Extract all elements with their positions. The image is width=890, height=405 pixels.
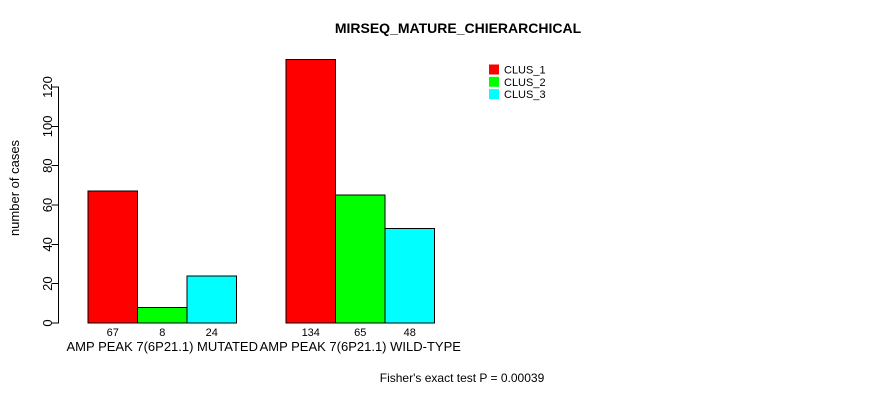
y-axis-label: number of cases: [7, 139, 22, 236]
legend-label-clus_3: CLUS_3: [504, 89, 546, 101]
bar-clus_1-group1: [87, 190, 138, 324]
bar-value-label: 65: [354, 327, 366, 339]
bar-value-label: 24: [206, 327, 218, 339]
y-tick-label: 20: [40, 276, 55, 290]
y-tick-label: 40: [40, 237, 55, 251]
bar-clus_3-group1: [186, 275, 237, 324]
category-label: AMP PEAK 7(6P21.1) WILD-TYPE: [260, 339, 462, 354]
chart-title: MIRSEQ_MATURE_CHIERARCHICAL: [335, 20, 582, 36]
legend-label-clus_2: CLUS_2: [504, 77, 546, 89]
bar-value-label: 8: [159, 327, 165, 339]
x-axis-labels: AMP PEAK 7(6P21.1) MUTATED AMP PEAK 7(6P2…: [67, 339, 462, 354]
legend-swatch-clus_3: [489, 89, 499, 100]
y-tick-label: 60: [40, 198, 55, 212]
y-tick-label: 100: [40, 115, 55, 137]
category-label: AMP PEAK 7(6P21.1) MUTATED: [67, 339, 258, 354]
bar-clus_2-group2: [335, 194, 386, 324]
bar-value-label: 134: [302, 327, 320, 339]
bar-clus_3-group2: [384, 228, 435, 324]
bar-clus_2-group1: [137, 306, 188, 324]
fisher-test-note: Fisher's exact test P = 0.00039: [380, 371, 545, 385]
y-tick-label: 80: [40, 158, 55, 172]
bar-value-label: 48: [404, 327, 416, 339]
y-tick-label: 120: [40, 76, 55, 98]
legend-label-clus_1: CLUS_1: [504, 65, 546, 77]
bars: 67 134 8 65 24 48: [87, 58, 435, 339]
y-tick-label: 0: [40, 319, 55, 326]
legend-swatch-clus_1: [489, 64, 499, 75]
y-axis: 0 20 40 60 80 100 120: [40, 76, 59, 327]
bar-value-label: 67: [107, 327, 119, 339]
bar-clus_1-group2: [285, 58, 336, 324]
legend-swatch-clus_2: [489, 76, 499, 87]
